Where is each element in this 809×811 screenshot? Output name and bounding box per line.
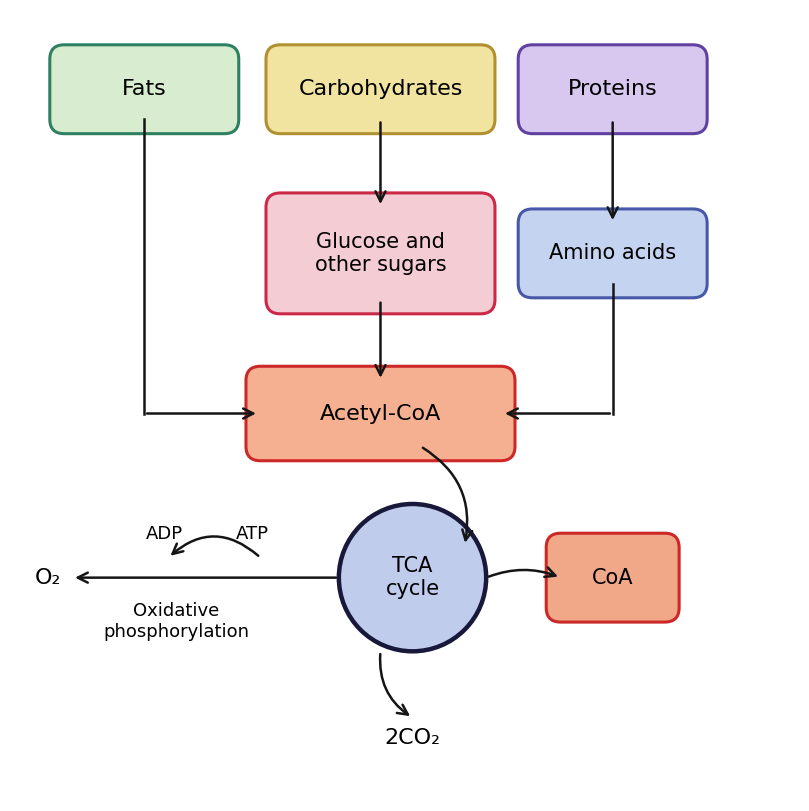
Text: Oxidative
phosphorylation: Oxidative phosphorylation xyxy=(104,603,249,641)
FancyBboxPatch shape xyxy=(546,533,679,622)
FancyBboxPatch shape xyxy=(246,367,515,461)
FancyBboxPatch shape xyxy=(519,45,707,134)
Circle shape xyxy=(339,504,486,651)
Text: ATP: ATP xyxy=(236,525,269,543)
Text: Glucose and
other sugars: Glucose and other sugars xyxy=(315,232,447,275)
Text: Fats: Fats xyxy=(122,79,167,99)
Text: TCA
cycle: TCA cycle xyxy=(385,556,439,599)
FancyBboxPatch shape xyxy=(266,193,495,314)
Text: Amino acids: Amino acids xyxy=(549,243,676,264)
Text: Carbohydrates: Carbohydrates xyxy=(299,79,463,99)
FancyBboxPatch shape xyxy=(50,45,239,134)
FancyBboxPatch shape xyxy=(519,209,707,298)
Text: CoA: CoA xyxy=(592,568,633,588)
Text: Proteins: Proteins xyxy=(568,79,658,99)
Text: O₂: O₂ xyxy=(35,568,61,588)
Text: 2CO₂: 2CO₂ xyxy=(384,727,441,748)
FancyBboxPatch shape xyxy=(266,45,495,134)
Text: Acetyl-CoA: Acetyl-CoA xyxy=(320,404,441,423)
Text: ADP: ADP xyxy=(146,525,183,543)
